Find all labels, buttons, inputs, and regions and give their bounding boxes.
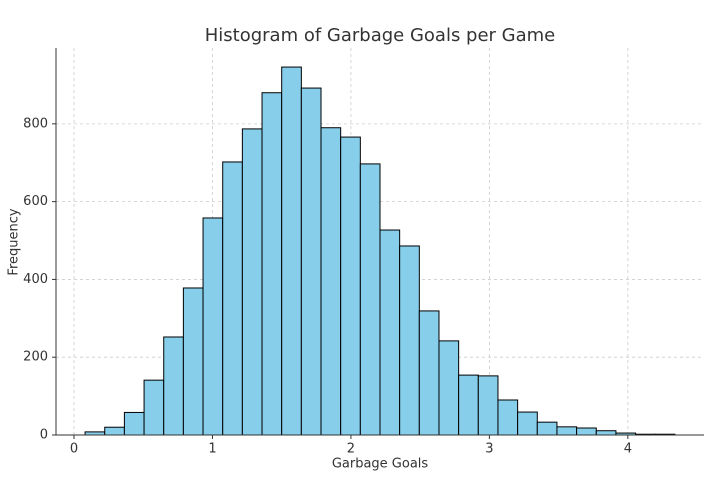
x-tick-label: 4 (624, 442, 632, 457)
bar (595, 430, 617, 436)
bar (399, 245, 420, 436)
y-tick-label: 0 (40, 428, 48, 443)
x-axis-label: Garbage Goals (332, 457, 429, 472)
bar (497, 399, 519, 436)
bar (163, 336, 184, 436)
bar (261, 92, 283, 436)
y-axis-label: Frequency (7, 208, 22, 275)
bar (340, 136, 361, 436)
bar (281, 66, 302, 436)
bar (536, 421, 558, 436)
bar (477, 375, 499, 436)
bar (182, 287, 204, 436)
bar (556, 426, 578, 436)
x-tick-label: 1 (208, 442, 216, 457)
x-tick-label: 0 (70, 442, 78, 457)
x-tick-label: 2 (347, 442, 355, 457)
bar (123, 411, 145, 436)
y-tick-label: 600 (23, 194, 48, 209)
y-tick-label: 400 (23, 272, 48, 287)
bar (241, 128, 263, 436)
bar (320, 127, 342, 436)
bar (104, 426, 125, 436)
bar (222, 161, 243, 436)
bar (576, 427, 597, 436)
bar (379, 229, 401, 436)
y-tick-label: 200 (23, 350, 48, 365)
bar (300, 87, 322, 436)
bar (517, 411, 538, 436)
x-tick-label: 3 (485, 442, 493, 457)
bar (359, 163, 381, 436)
bar (143, 379, 165, 436)
bar (418, 310, 440, 436)
bar (202, 217, 224, 436)
y-tick-label: 800 (23, 116, 48, 131)
bar (458, 374, 479, 436)
bar (438, 340, 460, 436)
chart-title: Histogram of Garbage Goals per Game (205, 25, 556, 46)
